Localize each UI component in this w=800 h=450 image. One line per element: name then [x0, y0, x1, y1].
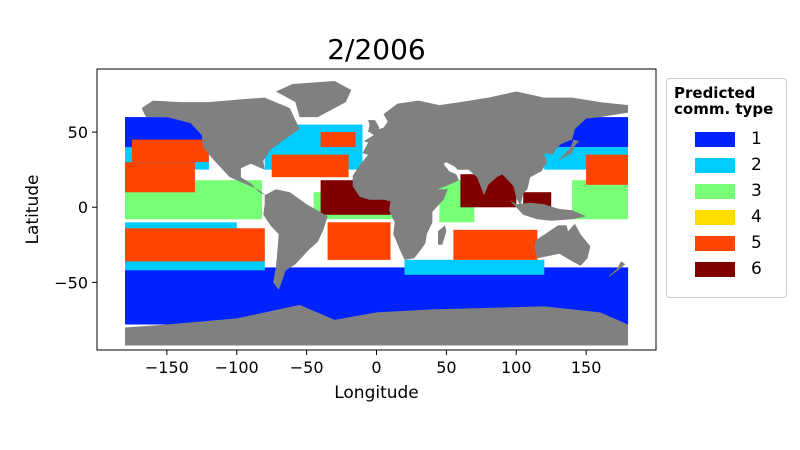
region-type-2: [404, 259, 545, 275]
legend-swatch: [695, 184, 735, 199]
legend-label: 4: [751, 207, 762, 227]
region-type-5: [320, 132, 356, 148]
region-type-5: [453, 229, 538, 260]
landmass-eurasia-africa: [352, 91, 628, 260]
legend: Predicted comm. type 1 2 3 4 5 6: [666, 78, 787, 298]
x-tick-label: −100: [215, 358, 259, 377]
region-type-5: [125, 228, 265, 262]
x-tick-label: 0: [371, 358, 381, 377]
map-layer: [125, 81, 629, 346]
legend-label: 1: [751, 129, 762, 149]
landmass-japan: [558, 139, 580, 161]
x-tick-label: −150: [145, 358, 189, 377]
legend-label: 6: [751, 259, 762, 279]
landmass-australia: [534, 223, 591, 266]
legend-label: 2: [751, 155, 762, 175]
region-type-5: [327, 222, 391, 260]
landmass-madagascar: [438, 225, 447, 245]
legend-label: 3: [751, 181, 762, 201]
landmass-antarctica: [125, 304, 628, 346]
legend-swatch: [695, 210, 735, 225]
y-tick-label: 50: [68, 123, 88, 142]
legend-swatch: [695, 262, 735, 277]
region-type-5: [125, 162, 195, 193]
landmass-greenland: [275, 81, 352, 118]
legend-swatch: [695, 132, 735, 147]
landmass-uk: [368, 120, 380, 133]
x-axis-label: Longitude: [334, 383, 419, 403]
landmass-south-america: [263, 189, 328, 290]
axes: −150 −100 −50 0 50 100 150 −50 0 50 Longitude Latit…: [23, 68, 657, 403]
chart-title: 2/2006: [327, 33, 426, 66]
region-type-5: [131, 139, 209, 163]
region-type-5: [271, 154, 349, 178]
region-type-3: [572, 180, 628, 220]
x-tick-label: 100: [501, 358, 532, 377]
legend-label: 5: [751, 233, 762, 253]
x-tick-label: −50: [290, 358, 324, 377]
legend-swatch: [695, 236, 735, 251]
y-tick-label: 0: [78, 198, 88, 217]
landmass-north-america: [141, 97, 300, 196]
region-type-5: [586, 154, 628, 185]
legend-swatch: [695, 158, 735, 173]
y-axis-label: Latitude: [23, 175, 43, 245]
landmass-new-zealand: [608, 261, 626, 277]
legend-title: Predicted comm. type: [674, 84, 774, 118]
x-tick-label: 50: [436, 358, 456, 377]
landmass-indonesia: [509, 199, 587, 221]
y-tick-label: −50: [54, 273, 88, 292]
x-tick-label: 150: [571, 358, 602, 377]
